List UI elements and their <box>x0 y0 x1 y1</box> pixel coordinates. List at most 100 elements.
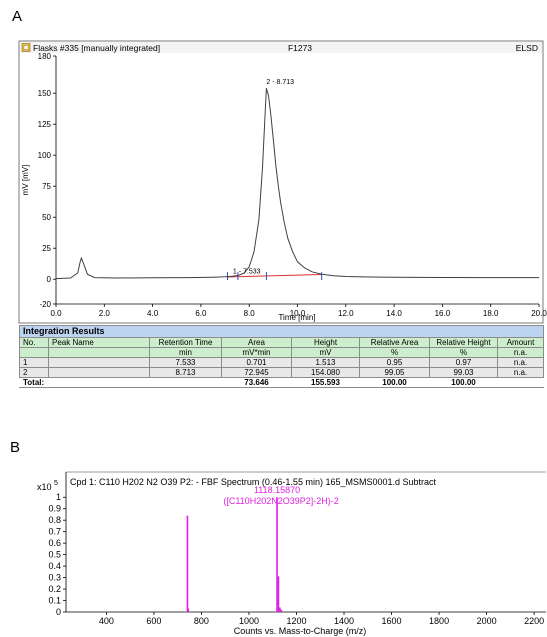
table-row: 1 7.533 0.701 1.513 0.95 0.97 n.a. <box>19 357 545 368</box>
panel-label-a: A <box>12 8 23 25</box>
integration-results-table: Integration Results No. Peak Name Retent… <box>18 325 545 388</box>
total-amount <box>496 377 545 388</box>
chromatogram-header-left: Flasks #335 [manually integrated] <box>33 43 160 53</box>
chromatogram-chart: Flasks #335 [manually integrated] F1273 … <box>18 40 547 324</box>
unit-peak-name <box>48 347 150 358</box>
cell-retention-time: 7.533 <box>149 357 222 368</box>
cell-relative-area: 99.05 <box>359 367 430 378</box>
chromatogram-header-center: F1273 <box>288 43 312 53</box>
x-tick-label: 18.0 <box>483 309 499 318</box>
y-tick-label: 50 <box>42 213 51 222</box>
table-title-row: Integration Results <box>18 325 545 338</box>
y-tick-label: 0.4 <box>48 561 61 571</box>
y-tick-label: 0.7 <box>48 527 61 537</box>
y-tick-label: 0.3 <box>48 573 61 583</box>
y-tick-label: 150 <box>38 89 52 98</box>
x-tick-label: 6.0 <box>195 309 207 318</box>
cell-retention-time: 8.713 <box>149 367 222 378</box>
col-header-height: Height <box>291 337 360 348</box>
chromatogram-baseline <box>227 273 322 278</box>
y-tick-label: 0.2 <box>48 584 61 594</box>
total-label: Total: <box>19 377 150 388</box>
cell-relative-height: 0.97 <box>429 357 498 368</box>
cell-amount: n.a. <box>496 367 545 378</box>
table-total-row: Total: 73.646 155.593 100.00 100.00 <box>19 377 545 388</box>
x-tick-label: 12.0 <box>338 309 354 318</box>
total-retention-time <box>149 377 222 388</box>
peak-formula-label: ([C110H202N2O39P2]-2H)-2 <box>223 496 338 506</box>
x-tick-label: 16.0 <box>435 309 451 318</box>
y-tick-label: 0.6 <box>48 538 61 548</box>
y-tick-label: 0.9 <box>48 504 61 514</box>
table-title: Integration Results <box>18 325 545 338</box>
table-header-row: No. Peak Name Retention Time Area Height… <box>19 337 545 348</box>
spectrum-x-axis-label: Counts vs. Mass-to-Charge (m/z) <box>234 626 367 636</box>
x-tick-label: 1600 <box>382 616 402 626</box>
y-tick-label: 0 <box>56 607 61 617</box>
unit-relative-height: % <box>429 347 498 358</box>
cell-amount: n.a. <box>496 357 545 368</box>
unit-no <box>19 347 49 358</box>
panel-label-b: B <box>10 439 21 456</box>
peak-mz-label: 1118.15870 <box>254 485 300 495</box>
cell-area: 0.701 <box>221 357 292 368</box>
col-header-retention-time: Retention Time <box>149 337 222 348</box>
x-tick-label: 20.0 <box>531 309 547 318</box>
y-multiplier-label: x10 <box>37 482 52 492</box>
y-tick-label: 0.8 <box>48 515 61 525</box>
x-tick-label: 400 <box>99 616 114 626</box>
x-tick-label: 10.0 <box>290 309 306 318</box>
y-tick-label: 125 <box>38 120 52 129</box>
unit-area: mV*min <box>221 347 292 358</box>
y-tick-label: 75 <box>42 182 51 191</box>
chromatogram-app-icon <box>21 43 31 52</box>
x-tick-label: 1800 <box>429 616 449 626</box>
col-header-amount: Amount <box>496 337 545 348</box>
y-multiplier-exponent: 5 <box>54 480 58 487</box>
total-height: 155.593 <box>291 377 360 388</box>
cell-peak-name <box>48 367 150 378</box>
col-header-peak-name: Peak Name <box>48 337 150 348</box>
table-units-row: min mV*min mV % % n.a. <box>19 347 545 358</box>
col-header-relative-height: Relative Height <box>429 337 498 348</box>
cell-no: 1 <box>19 357 49 368</box>
col-header-no: No. <box>19 337 49 348</box>
x-tick-label: 14.0 <box>386 309 402 318</box>
y-tick-label: 100 <box>38 151 52 160</box>
chromatogram-header-bar <box>20 42 542 53</box>
y-tick-label: -20 <box>39 300 51 309</box>
cell-peak-name <box>48 357 150 368</box>
unit-retention-time: min <box>149 347 222 358</box>
y-tick-label: 180 <box>38 52 52 61</box>
y-tick-label: 0 <box>47 275 52 284</box>
unit-amount: n.a. <box>496 347 545 358</box>
total-relative-area: 100.00 <box>359 377 430 388</box>
y-tick-label: 0.5 <box>48 550 61 560</box>
x-tick-label: 800 <box>194 616 209 626</box>
mass-spectrum-chart: Cpd 1: C110 H202 N2 O39 P2: - FBF Spectr… <box>37 471 546 636</box>
spectrum-title: Cpd 1: C110 H202 N2 O39 P2: - FBF Spectr… <box>70 477 437 487</box>
x-tick-label: 4.0 <box>147 309 159 318</box>
chromatogram-y-axis-label: mV [mV] <box>21 165 30 196</box>
x-tick-label: 600 <box>146 616 161 626</box>
total-relative-height: 100.00 <box>429 377 498 388</box>
table-row: 2 8.713 72.945 154.080 99.05 99.03 n.a. <box>19 367 545 378</box>
x-tick-label: 2000 <box>477 616 497 626</box>
chromatogram-x-axis-label: Time [min] <box>278 313 315 322</box>
cell-area: 72.945 <box>221 367 292 378</box>
cell-relative-height: 99.03 <box>429 367 498 378</box>
unit-relative-area: % <box>359 347 430 358</box>
x-tick-label: 2.0 <box>99 309 111 318</box>
y-tick-label: 25 <box>42 244 51 253</box>
total-area: 73.646 <box>221 377 292 388</box>
cell-height: 154.080 <box>291 367 360 378</box>
cell-height: 1.513 <box>291 357 360 368</box>
chromatogram-trace <box>55 87 539 280</box>
x-tick-label: 2200 <box>524 616 544 626</box>
x-tick-label: 8.0 <box>244 309 256 318</box>
col-header-area: Area <box>221 337 292 348</box>
cell-no: 2 <box>19 367 49 378</box>
x-tick-label: 1000 <box>239 616 259 626</box>
cell-relative-area: 0.95 <box>359 357 430 368</box>
x-tick-label: 1400 <box>334 616 354 626</box>
